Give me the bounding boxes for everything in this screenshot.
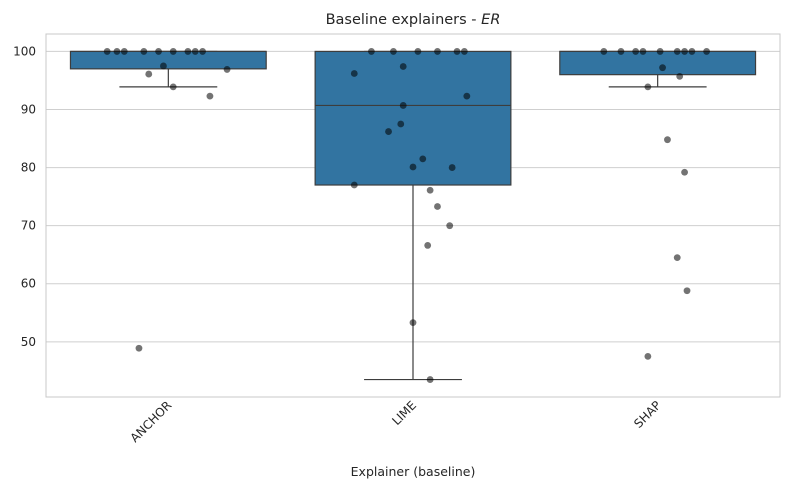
data-point-lime — [424, 242, 432, 249]
data-point-lime — [385, 128, 392, 135]
data-point-shap — [681, 48, 688, 55]
data-point-lime — [463, 92, 471, 100]
box-anchor — [69, 50, 267, 88]
y-tick-label: 80 — [21, 161, 36, 175]
data-point-lime — [453, 48, 461, 55]
data-point-lime — [399, 102, 407, 109]
data-point-lime — [460, 48, 468, 55]
data-point-lime — [368, 48, 375, 55]
data-point-shap — [632, 48, 640, 55]
data-point-shap — [688, 48, 696, 55]
data-point-anchor — [160, 62, 167, 70]
data-point-anchor — [140, 48, 148, 55]
plot-frame — [45, 33, 781, 398]
y-tick-label: 60 — [21, 277, 36, 291]
data-point-lime — [350, 70, 358, 77]
data-point-shap — [600, 48, 608, 55]
data-point-shap — [664, 136, 671, 144]
chart-title: Baseline explainers - ER — [326, 12, 501, 28]
iqr-box — [559, 50, 757, 76]
iqr-box — [69, 50, 267, 70]
data-point-lime — [448, 164, 456, 171]
x-tick-label-shap: SHAP — [631, 398, 664, 431]
data-point-shap — [656, 48, 664, 55]
data-point-shap — [617, 48, 625, 55]
data-point-lime — [350, 181, 358, 189]
data-point-anchor — [169, 83, 177, 91]
data-point-lime — [399, 63, 407, 70]
data-point-anchor — [103, 48, 111, 55]
data-point-shap — [659, 64, 666, 72]
data-point-lime — [409, 163, 417, 171]
data-point-shap — [683, 287, 691, 295]
data-point-shap — [703, 48, 710, 55]
box-shap — [559, 50, 757, 88]
box-lime — [314, 50, 512, 381]
data-point-shap — [681, 168, 688, 176]
data-point-lime — [434, 203, 441, 210]
data-point-anchor — [184, 48, 192, 55]
data-point-lime — [426, 186, 434, 194]
data-point-anchor — [199, 48, 206, 55]
data-point-lime — [434, 48, 441, 55]
data-point-shap — [644, 352, 652, 360]
data-point-lime — [409, 319, 417, 327]
iqr-box — [314, 50, 512, 186]
data-point-anchor — [120, 48, 128, 55]
data-point-anchor — [206, 92, 214, 100]
data-point-lime — [419, 155, 427, 163]
y-tick-label: 100 — [13, 44, 36, 58]
data-point-shap — [673, 48, 681, 55]
data-point-anchor — [223, 66, 231, 73]
data-point-anchor — [155, 48, 162, 55]
data-point-shap — [673, 254, 681, 262]
data-point-anchor — [191, 48, 199, 55]
data-point-anchor — [113, 48, 121, 55]
data-point-lime — [390, 48, 397, 55]
data-point-anchor — [135, 344, 143, 352]
data-point-shap — [676, 72, 684, 80]
x-axis-label: Explainer (baseline) — [351, 464, 476, 479]
data-point-anchor — [145, 70, 153, 78]
data-point-shap — [639, 48, 647, 55]
x-tick-label-anchor: ANCHOR — [128, 398, 175, 445]
data-point-anchor — [169, 48, 177, 55]
y-tick-label: 90 — [21, 103, 36, 117]
data-point-shap — [644, 83, 652, 91]
data-point-lime — [426, 376, 434, 383]
data-point-lime — [414, 48, 422, 55]
data-point-lime — [397, 120, 405, 128]
data-point-lime — [446, 222, 454, 230]
y-tick-label: 70 — [21, 219, 36, 233]
x-tick-label-lime: LIME — [389, 398, 419, 428]
y-tick-label: 50 — [21, 335, 36, 349]
